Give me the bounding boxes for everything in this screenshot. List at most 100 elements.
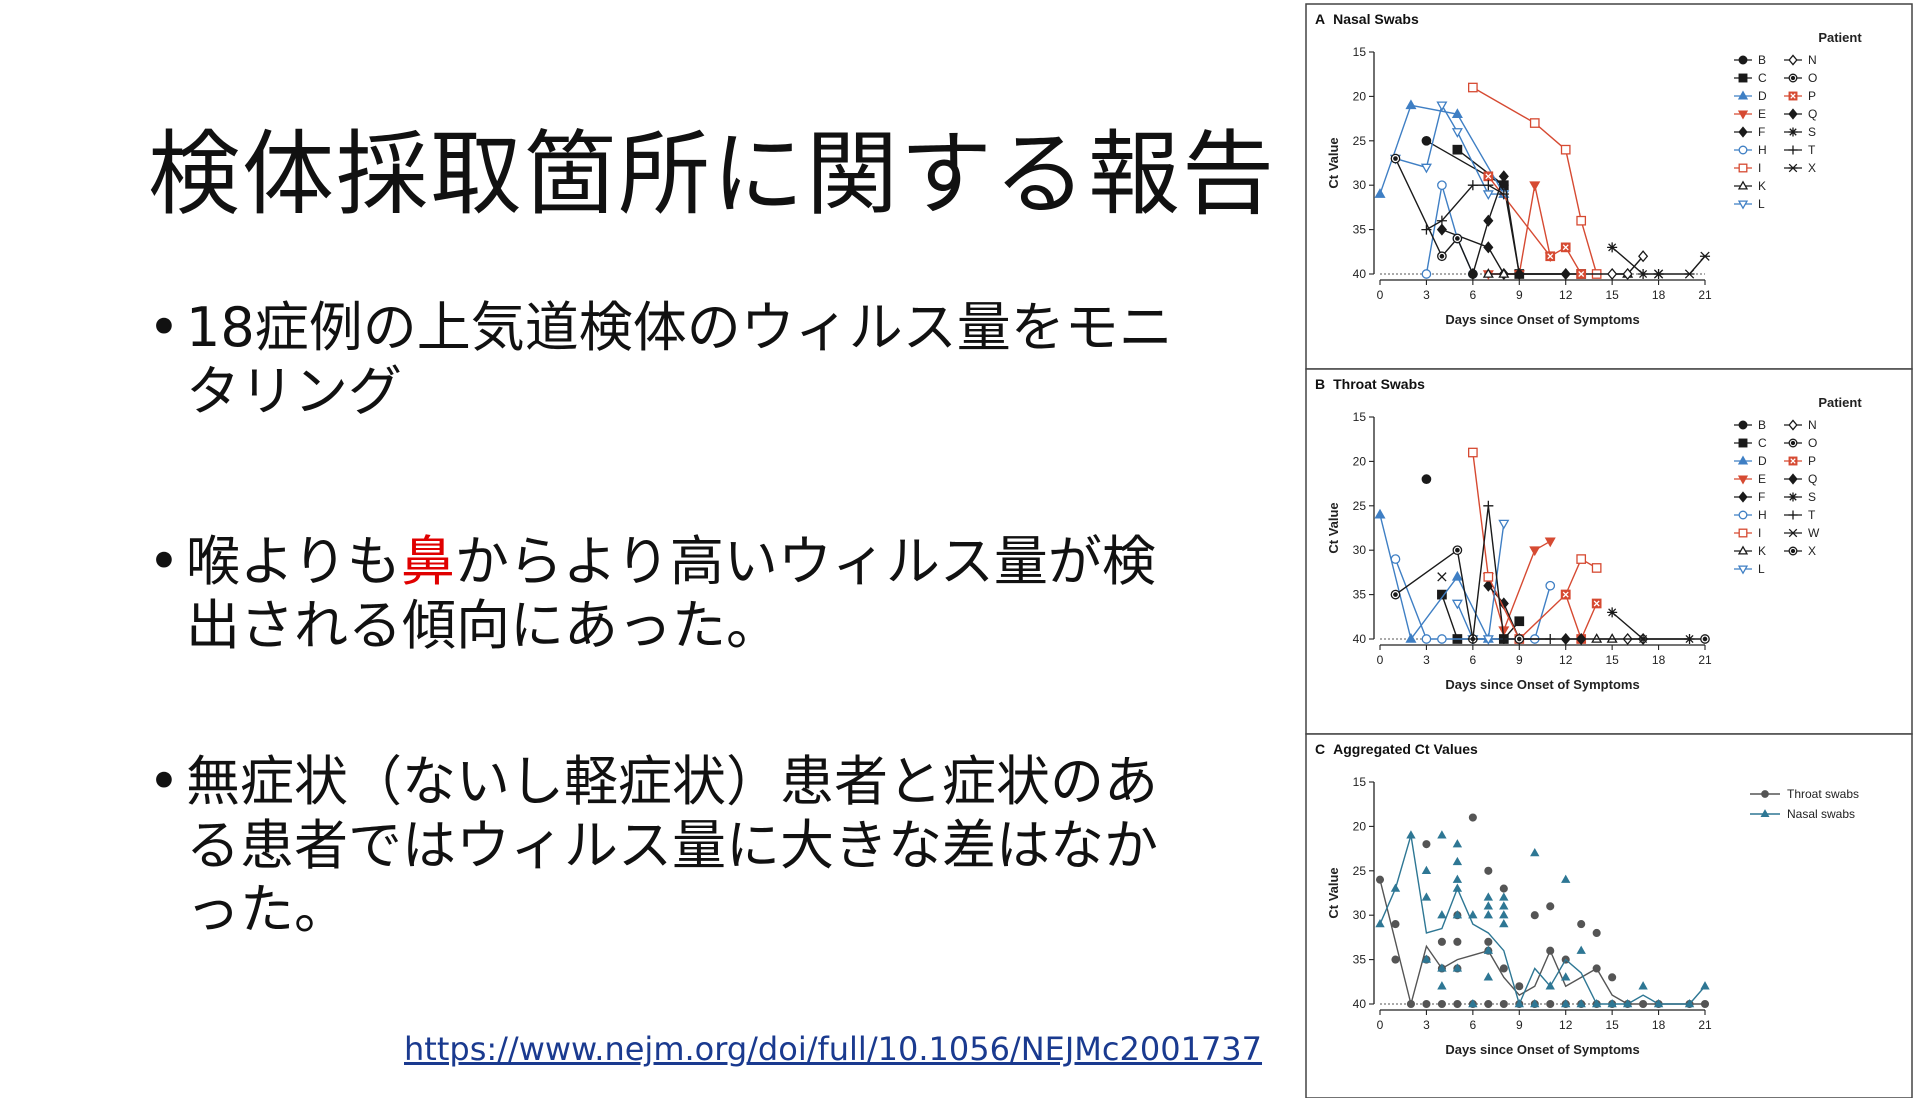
legend-marker-D xyxy=(1737,90,1749,100)
y-axis-title: Ct Value xyxy=(1326,502,1341,553)
data-point xyxy=(1453,999,1462,1009)
data-point-B-part xyxy=(1421,474,1432,485)
legend-label-D: D xyxy=(1758,454,1767,468)
legend-marker-K xyxy=(1737,545,1749,555)
data-point-S xyxy=(1638,268,1649,280)
data-point-part xyxy=(1437,981,1447,990)
data-point-H-part xyxy=(1437,634,1447,644)
y-tick-label: 35 xyxy=(1353,223,1367,237)
data-point-part xyxy=(1483,972,1494,981)
x-tick-label: 12 xyxy=(1559,1018,1573,1032)
series-W xyxy=(1437,572,1447,582)
panel-title: A Nasal Swabs xyxy=(1315,11,1419,27)
data-point xyxy=(1546,946,1555,955)
data-point xyxy=(1591,998,1602,1008)
data-point-N xyxy=(1607,267,1618,281)
source-link[interactable]: https://www.nejm.org/doi/full/10.1056/NE… xyxy=(404,1030,1263,1068)
legend-marker-E-part xyxy=(1737,475,1749,485)
data-point-O-part xyxy=(1393,592,1398,597)
data-point-I xyxy=(1560,144,1571,155)
legend-marker-X xyxy=(1788,163,1798,173)
data-point xyxy=(1530,847,1540,857)
x-tick-label: 21 xyxy=(1698,1018,1712,1032)
data-point-K-part xyxy=(1498,268,1510,278)
legend-marker-P xyxy=(1788,91,1798,101)
data-point-L-part xyxy=(1482,635,1494,645)
y-axis-title: Ct Value xyxy=(1326,137,1341,188)
legend-marker-E xyxy=(1737,475,1749,485)
legend-label-C: C xyxy=(1758,436,1767,450)
series-X xyxy=(1653,251,1711,279)
data-point xyxy=(1406,830,1416,839)
data-point-T xyxy=(1467,180,1478,191)
data-point-L xyxy=(1451,599,1463,610)
data-point-O xyxy=(1452,233,1463,244)
legend-label-E: E xyxy=(1758,107,1766,121)
data-point-part xyxy=(1437,910,1447,919)
panel-frame xyxy=(1305,733,1913,1098)
data-point-Q-part xyxy=(1483,214,1494,227)
data-point xyxy=(1515,982,1524,991)
legend-marker-I-part xyxy=(1738,528,1748,538)
data-point xyxy=(1437,910,1447,919)
data-point-X xyxy=(1699,251,1711,261)
data-point-part xyxy=(1515,982,1524,991)
legend-marker-E-part xyxy=(1737,110,1749,120)
data-point-part xyxy=(1639,999,1648,1009)
series-X xyxy=(1514,634,1710,644)
data-point-Q-part xyxy=(1498,170,1509,183)
data-point-E xyxy=(1544,537,1556,548)
y-tick-label: 40 xyxy=(1353,632,1367,646)
data-point-F-part xyxy=(1436,223,1447,236)
legend-marker-part xyxy=(1760,809,1770,818)
legend-marker-Q xyxy=(1788,108,1798,120)
legend-marker-C-part xyxy=(1738,73,1748,83)
data-point xyxy=(1437,981,1447,990)
x-tick-label: 6 xyxy=(1470,653,1477,667)
legend-label-O: O xyxy=(1808,436,1817,450)
slide-title: 検体採取箇所に関する報告 xyxy=(148,121,1277,228)
data-point-H-part xyxy=(1421,634,1432,644)
data-point xyxy=(1576,998,1586,1008)
data-point-T-part xyxy=(1498,189,1509,200)
data-point xyxy=(1452,883,1463,892)
legend-marker-I-part xyxy=(1738,163,1748,173)
data-point xyxy=(1561,874,1571,883)
legend-marker-I xyxy=(1738,528,1748,538)
data-point-C-part xyxy=(1514,616,1525,627)
data-point-K-part xyxy=(1591,633,1603,643)
data-point xyxy=(1483,901,1494,910)
x-tick-label: 0 xyxy=(1377,1018,1384,1032)
data-point xyxy=(1608,973,1617,982)
data-point xyxy=(1437,963,1447,972)
data-point-D-part xyxy=(1405,99,1417,110)
data-point-part xyxy=(1608,973,1617,982)
y-tick-label: 15 xyxy=(1353,775,1367,789)
legend-marker-P-part xyxy=(1790,93,1796,99)
legend-marker-B xyxy=(1738,55,1748,65)
data-point-L-part xyxy=(1436,101,1448,112)
legend-marker-T-part xyxy=(1788,145,1798,155)
legend-marker-C xyxy=(1738,438,1748,448)
legend-marker-D xyxy=(1737,455,1749,465)
legend-marker-S-part xyxy=(1788,127,1798,137)
data-point xyxy=(1390,883,1401,892)
legend-marker-L xyxy=(1737,200,1749,210)
data-point-part xyxy=(1684,998,1695,1008)
data-point-part xyxy=(1576,945,1586,954)
data-point-L-part xyxy=(1498,519,1510,530)
data-point xyxy=(1483,910,1494,919)
data-point-P-part xyxy=(1547,253,1554,260)
legend-label-W: W xyxy=(1808,526,1820,540)
data-point xyxy=(1452,963,1463,972)
data-point-part xyxy=(1437,963,1447,972)
data-point-I-part xyxy=(1576,554,1587,564)
legend-marker-H-part xyxy=(1738,145,1748,155)
data-point xyxy=(1592,928,1601,938)
legend-label-T: T xyxy=(1808,508,1816,522)
data-point-part xyxy=(1437,937,1446,946)
data-point-T xyxy=(1483,500,1494,511)
x-tick-label: 3 xyxy=(1423,653,1430,667)
data-point-T xyxy=(1467,633,1478,645)
